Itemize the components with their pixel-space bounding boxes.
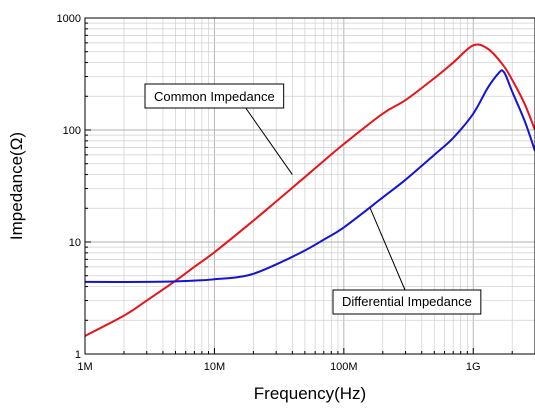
annotations: Common Impedance Differential Impedance bbox=[144, 83, 482, 315]
y-tick-label: 100 bbox=[63, 125, 81, 137]
x-tick-label: 1G bbox=[466, 361, 481, 373]
y-axis-title: Impedance(Ω) bbox=[7, 132, 26, 240]
x-tick-label: 1M bbox=[77, 361, 92, 373]
x-tick-label: 10M bbox=[204, 361, 225, 373]
plot-frame bbox=[84, 17, 535, 355]
annotation-box bbox=[332, 289, 482, 315]
annotation-label: Common Impedance bbox=[154, 89, 275, 104]
annotation-leader-line bbox=[369, 208, 406, 291]
y-tick-label: 10 bbox=[69, 237, 81, 249]
tick-labels: 1M 10M 100M 1G 1 10 100 1000 bbox=[57, 13, 481, 373]
series-layer bbox=[85, 43, 535, 337]
annotation-leader-line bbox=[244, 106, 293, 175]
series-line-common-impedance bbox=[85, 43, 535, 337]
series-line-differential-impedance bbox=[85, 69, 535, 283]
x-tick-label: 100M bbox=[330, 361, 358, 373]
x-axis-title: Frequency(Hz) bbox=[254, 384, 366, 403]
tick-marks bbox=[84, 22, 535, 355]
annotation-label: Differential Impedance bbox=[342, 294, 472, 309]
y-tick-label: 1 bbox=[75, 349, 81, 361]
y-tick-label: 1000 bbox=[57, 13, 81, 25]
annotation-box bbox=[144, 83, 285, 109]
